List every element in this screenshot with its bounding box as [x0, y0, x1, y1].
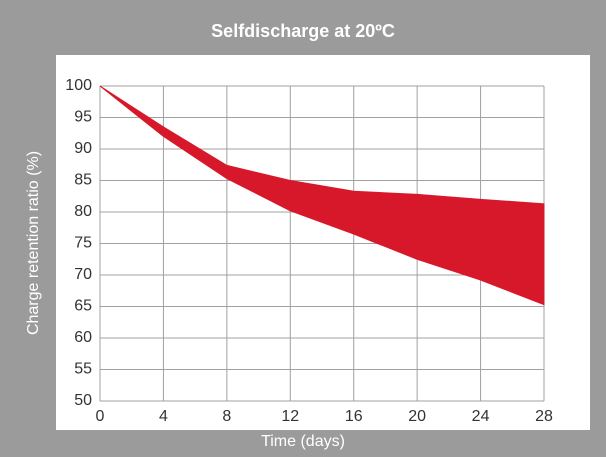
x-tick-label: 8	[222, 408, 231, 425]
y-tick-label: 60	[74, 329, 92, 346]
x-tick-label: 12	[281, 408, 299, 425]
x-tick-label: 20	[408, 408, 426, 425]
x-axis-label: Time (days)	[261, 433, 345, 450]
y-tick-label: 55	[74, 361, 92, 378]
y-tick-label: 85	[74, 172, 92, 189]
y-axis-label: Charge retention ratio (%)	[25, 151, 42, 335]
retention-band	[99, 85, 545, 306]
chart-title: Selfdischarge at 20ºC	[211, 21, 395, 41]
y-tick-label: 100	[65, 77, 92, 94]
x-tick-label: 28	[535, 408, 553, 425]
x-tick-label: 16	[345, 408, 363, 425]
x-tick-label: 0	[96, 408, 105, 425]
y-tick-label: 70	[74, 266, 92, 283]
y-tick-label: 50	[74, 392, 92, 409]
x-tick-label: 24	[472, 408, 490, 425]
y-tick-label: 80	[74, 203, 92, 220]
y-tick-label: 90	[74, 140, 92, 157]
y-tick-label: 75	[74, 235, 92, 252]
x-tick-label: 4	[159, 408, 168, 425]
y-tick-label: 95	[74, 109, 92, 126]
y-tick-label: 65	[74, 298, 92, 315]
